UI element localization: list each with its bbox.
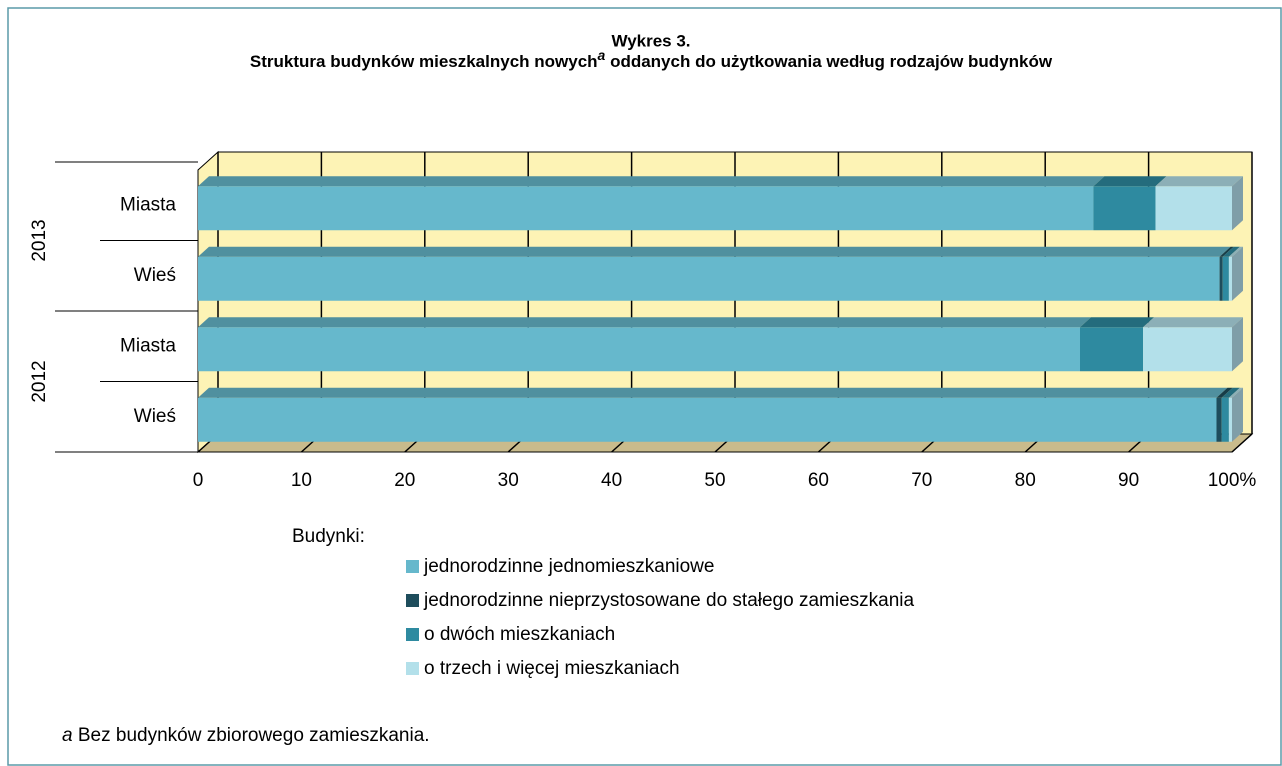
x-tick-label: 90 xyxy=(1118,470,1139,491)
bar-segment xyxy=(1228,256,1232,301)
bar-segment xyxy=(198,256,1220,301)
x-tick-label: 40 xyxy=(601,470,622,491)
bar-segment xyxy=(198,186,1094,231)
y-tick-label: Miasta xyxy=(120,194,176,215)
x-tick-label: 60 xyxy=(808,470,829,491)
bar-segment xyxy=(1093,186,1156,231)
bar-segment xyxy=(1143,327,1232,372)
subtitle-text: Struktura budynków mieszkalnych nowych xyxy=(250,52,598,71)
x-tick-label: 10 xyxy=(291,470,312,491)
x-tick-label: 70 xyxy=(911,470,932,491)
x-tick-label: 80 xyxy=(1015,470,1036,491)
x-tick-label: 100% xyxy=(1208,470,1257,491)
bar-end xyxy=(1232,387,1243,442)
x-tick-label: 20 xyxy=(394,470,415,491)
bar-segment xyxy=(198,397,1217,442)
floor-grid-line xyxy=(1231,433,1253,453)
legend-label: jednorodzinne jednomieszkaniowe xyxy=(423,556,714,577)
x-tick-label: 30 xyxy=(498,470,519,491)
bar-segment-top xyxy=(1221,387,1240,398)
y-tick-label: Wieś xyxy=(134,265,176,286)
x-tick-label: 0 xyxy=(193,470,204,491)
bar-segment-top xyxy=(198,176,1105,187)
subtitle-marker: a xyxy=(598,47,606,63)
bar-segment-top xyxy=(1093,176,1167,187)
bar-segment-top xyxy=(198,246,1231,257)
subtitle-text: oddanych do użytkowania według rodzajów … xyxy=(605,52,1053,71)
bar-segment-top xyxy=(1143,317,1243,328)
bar-segment-top xyxy=(1222,246,1240,257)
bar-segment xyxy=(1219,256,1223,301)
bar-segment-top xyxy=(1216,387,1233,398)
bar-segment xyxy=(1222,256,1229,301)
bar-segment-top xyxy=(1228,246,1243,257)
group-label: 2012 xyxy=(29,360,50,402)
bar-segment xyxy=(1228,397,1232,442)
y-tick-label: Miasta xyxy=(120,335,176,356)
bar-segment xyxy=(198,327,1081,372)
legend-title: Budynki: xyxy=(292,526,365,547)
bar-end xyxy=(1232,176,1243,231)
bar-segment-top xyxy=(1080,317,1155,328)
bar-segment-top xyxy=(198,387,1228,398)
y-tick-label: Wieś xyxy=(134,406,176,427)
legend-label: o trzech i więcej mieszkaniach xyxy=(424,658,680,679)
footnote: a Bez budynków zbiorowego zamieszkania. xyxy=(62,725,430,746)
footnote-text: Bez budynków zbiorowego zamieszkania. xyxy=(73,725,430,746)
bar-segment xyxy=(1080,327,1144,372)
chart-title: Wykres 3. xyxy=(611,31,690,50)
x-tick-label: 50 xyxy=(704,470,725,491)
bar-end xyxy=(1232,317,1243,372)
legend-label: jednorodzinne nieprzystosowane do stałeg… xyxy=(423,590,915,611)
bar-end xyxy=(1232,246,1243,301)
legend-label: o dwóch mieszkaniach xyxy=(424,624,615,645)
bar-segment-top xyxy=(1155,176,1243,187)
legend-swatch xyxy=(406,628,419,641)
bar-segment-top xyxy=(1219,246,1234,257)
bar-segment xyxy=(1221,397,1229,442)
group-label: 2013 xyxy=(29,219,50,261)
bar-segment-top xyxy=(1228,387,1243,398)
footnote-marker: a xyxy=(62,725,73,746)
legend-swatch xyxy=(406,594,419,607)
bar-segment-top xyxy=(198,317,1092,328)
legend-swatch xyxy=(406,662,419,675)
legend-swatch xyxy=(406,560,419,573)
bar-segment xyxy=(1216,397,1222,442)
bar-segment xyxy=(1155,186,1232,231)
chart-subtitle: Struktura budynków mieszkalnych nowycha … xyxy=(250,47,1053,72)
